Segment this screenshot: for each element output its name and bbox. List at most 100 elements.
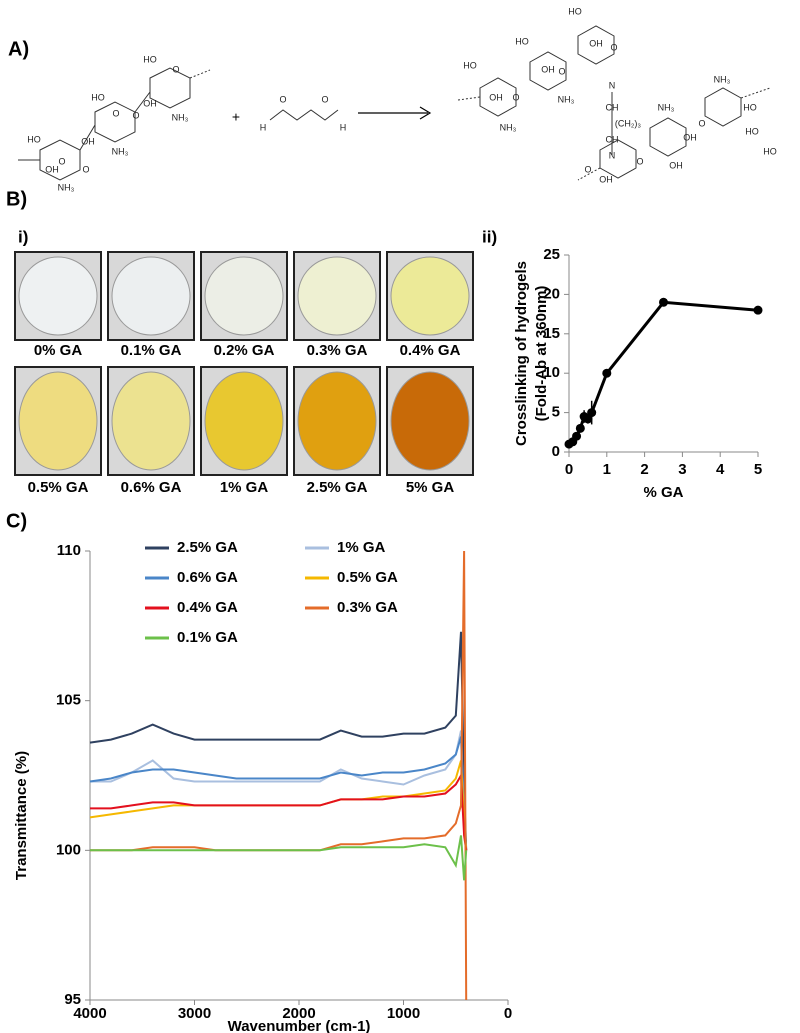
- data-point: [753, 305, 763, 315]
- chem-label: O: [82, 164, 89, 174]
- photo-label: 5% GA: [406, 479, 455, 496]
- photo-label: 2.5% GA: [307, 479, 368, 496]
- series-line: [90, 550, 468, 1001]
- photo-grid: 0% GA 0.1% GA 0.2% GA 0.3% GA 0.4% GA 0.5% GA…: [14, 251, 474, 496]
- hydrogel-photo: [390, 371, 470, 471]
- panel-label: ii): [482, 227, 497, 246]
- y-tick-label: 20: [543, 285, 560, 302]
- ring: [94, 101, 136, 143]
- hydrogel-photo: [204, 256, 284, 336]
- x-tick-label: 3000: [178, 1005, 211, 1022]
- chem-label: NH₃: [58, 182, 75, 192]
- photo-label: 0.1% GA: [121, 342, 182, 359]
- chem-label: O: [584, 164, 591, 174]
- chem-label: HO: [763, 146, 777, 156]
- series-line: [89, 631, 468, 851]
- x-tick-label: 0: [565, 461, 573, 478]
- chem-label: O: [558, 66, 565, 76]
- chem-label: HO: [27, 134, 41, 144]
- chem-label: NH₃: [558, 94, 575, 104]
- legend-label: 0.5% GA: [337, 569, 398, 586]
- x-axis-label: % GA: [643, 484, 683, 501]
- chem-label: OH: [541, 64, 555, 74]
- series-line: [90, 772, 468, 851]
- chem-label: O: [279, 94, 286, 104]
- chem-label: N: [609, 150, 616, 160]
- ring: [39, 139, 81, 181]
- data-point: [602, 368, 612, 378]
- chem-label: HO: [463, 60, 477, 70]
- reaction-scheme: +: [18, 25, 771, 181]
- y-tick-label: 10: [543, 364, 560, 381]
- photo-label: 0.2% GA: [214, 342, 275, 359]
- chem-label: HO: [745, 126, 759, 136]
- legend-label: 0.4% GA: [177, 599, 238, 616]
- bond: [269, 109, 339, 121]
- y-tick-label: 95: [64, 991, 81, 1008]
- ring: [577, 25, 615, 65]
- chem-label: NH₃: [500, 122, 517, 132]
- chem-label: OH: [589, 38, 603, 48]
- x-tick-label: 0: [504, 1005, 512, 1022]
- y-tick-label: 110: [57, 542, 81, 559]
- data-point: [587, 408, 597, 418]
- chem-label: O: [512, 92, 519, 102]
- plus-sign: +: [232, 109, 240, 125]
- y-axis-label: (Fold-Ab at 360nm): [533, 286, 550, 422]
- panel-label: B): [6, 188, 27, 210]
- chem-label: OH: [489, 92, 503, 102]
- hydrogel-photo: [111, 371, 191, 471]
- photo-label: 1% GA: [220, 479, 269, 496]
- panel-label: C): [6, 510, 27, 532]
- legend-label: 2.5% GA: [177, 539, 238, 556]
- arrow-head: [419, 106, 432, 120]
- series-line: [568, 300, 759, 446]
- bond: [577, 167, 601, 181]
- hydrogel-photo: [18, 256, 98, 336]
- legend-label: 1% GA: [337, 539, 386, 556]
- x-tick-label: 5: [754, 461, 762, 478]
- legend-label: 0.6% GA: [177, 569, 238, 586]
- chem-label: NH₃: [172, 112, 189, 122]
- y-tick-label: 25: [543, 246, 560, 263]
- panel-label: A): [8, 38, 29, 60]
- ring: [149, 67, 191, 109]
- chem-label: N: [609, 80, 616, 90]
- photo-label: 0.6% GA: [121, 479, 182, 496]
- hydrogel-photo: [204, 371, 284, 471]
- x-tick-label: 4000: [73, 1005, 106, 1022]
- y-axis-label: Transmittance (%): [13, 751, 30, 880]
- chem-label: HO: [568, 6, 582, 16]
- x-tick-label: 1: [603, 461, 611, 478]
- data-point: [659, 297, 668, 307]
- chem-label: OH: [669, 160, 683, 170]
- hydrogel-photo: [111, 256, 191, 336]
- bond: [134, 91, 151, 113]
- chem-label: CH: [606, 134, 619, 144]
- hydrogel-photo: [390, 256, 470, 336]
- chem-label: OH: [143, 98, 157, 108]
- x-tick-label: 2000: [282, 1005, 315, 1022]
- chem-label: H: [260, 122, 267, 132]
- x-tick-label: 1000: [387, 1005, 420, 1022]
- y-tick-label: 15: [543, 325, 560, 342]
- chem-label: O: [698, 118, 705, 128]
- photo-label: 0.3% GA: [307, 342, 368, 359]
- chem-label: O: [172, 64, 179, 74]
- x-tick-label: 4: [716, 461, 725, 478]
- series-line: [90, 835, 468, 881]
- ring: [704, 87, 742, 127]
- chem-label: OH: [81, 136, 95, 146]
- chem-label: OH: [683, 132, 697, 142]
- y-tick-label: 5: [552, 404, 560, 421]
- ring: [649, 117, 687, 157]
- y-tick-label: 100: [56, 841, 81, 858]
- bond: [79, 124, 96, 151]
- chem-label: (CH₂)₃: [615, 118, 641, 128]
- series-line: [90, 730, 468, 851]
- bond: [189, 69, 211, 79]
- chem-label: HO: [515, 36, 529, 46]
- series-line: [89, 736, 468, 851]
- x-axis-label: Wavenumber (cm-1): [228, 1018, 371, 1033]
